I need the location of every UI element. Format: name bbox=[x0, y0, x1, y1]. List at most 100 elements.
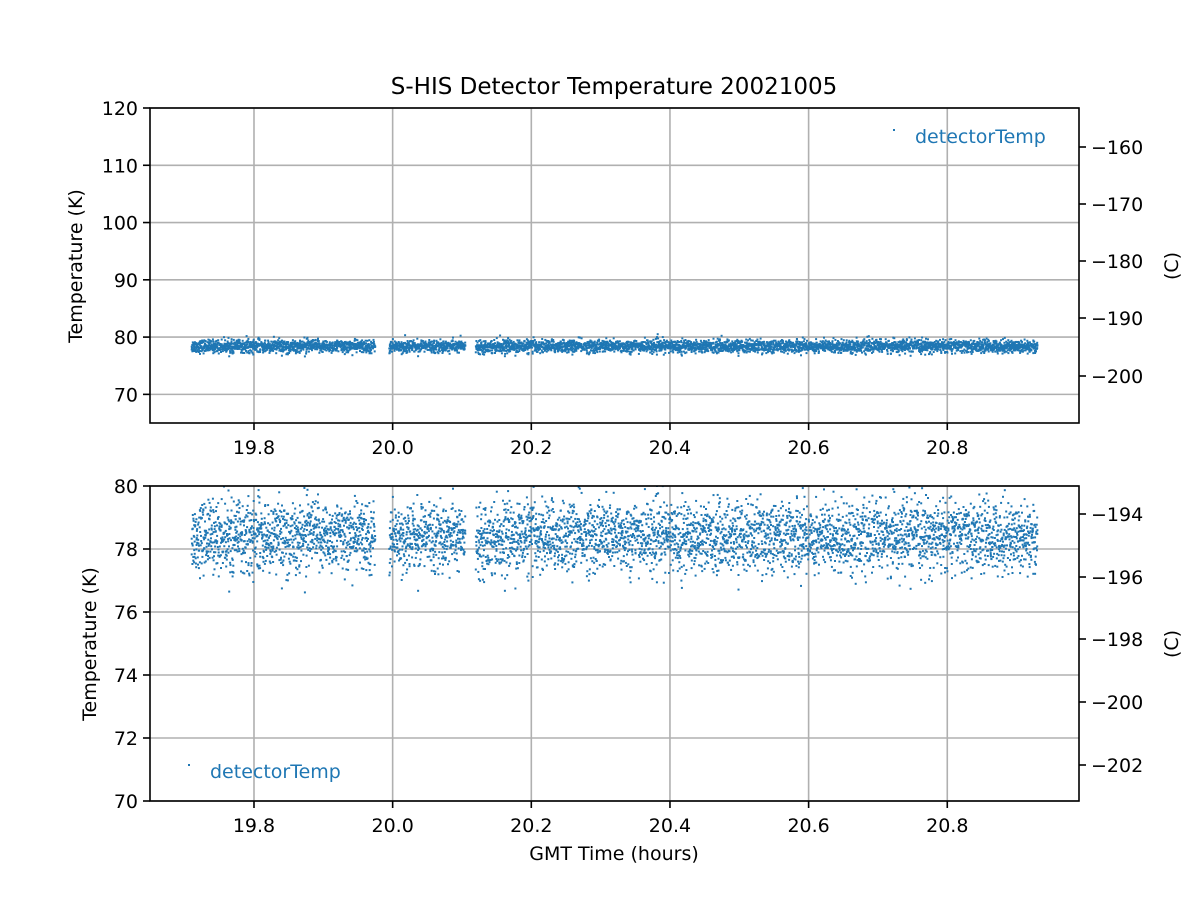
data-point bbox=[942, 338, 945, 341]
data-point bbox=[494, 344, 497, 347]
data-point bbox=[199, 340, 202, 343]
data-point bbox=[852, 341, 855, 344]
data-point bbox=[834, 351, 836, 354]
data-point bbox=[511, 347, 514, 350]
data-point bbox=[994, 346, 997, 349]
data-point bbox=[202, 352, 205, 355]
data-point bbox=[1017, 347, 1020, 350]
data-point bbox=[973, 347, 976, 350]
data-point bbox=[1006, 341, 1009, 344]
data-point bbox=[247, 341, 250, 343]
data-point bbox=[737, 342, 740, 344]
data-point bbox=[757, 341, 760, 343]
data-point bbox=[527, 353, 530, 356]
data-point bbox=[441, 349, 443, 352]
data-point bbox=[860, 347, 863, 349]
data-point bbox=[643, 336, 646, 339]
data-point bbox=[264, 345, 267, 348]
data-point bbox=[832, 351, 835, 354]
data-point bbox=[931, 347, 934, 350]
data-point bbox=[356, 347, 359, 350]
data-point bbox=[526, 345, 529, 348]
data-point bbox=[433, 340, 436, 343]
data-point bbox=[802, 340, 805, 343]
data-point bbox=[670, 339, 673, 342]
data-point bbox=[657, 337, 660, 340]
data-point bbox=[290, 344, 293, 347]
data-point bbox=[411, 349, 414, 352]
data-point bbox=[642, 341, 645, 343]
data-point bbox=[526, 348, 529, 351]
data-point bbox=[750, 348, 753, 351]
data-point bbox=[881, 350, 884, 353]
data-point bbox=[529, 342, 532, 345]
data-point bbox=[924, 341, 927, 344]
data-point bbox=[359, 346, 362, 349]
data-point bbox=[220, 351, 222, 353]
data-point bbox=[622, 347, 624, 349]
data-point bbox=[852, 345, 855, 348]
data-point bbox=[971, 345, 974, 348]
data-point bbox=[1004, 350, 1007, 353]
data-point bbox=[709, 342, 712, 345]
data-point bbox=[880, 344, 883, 347]
data-point bbox=[686, 344, 689, 347]
data-point bbox=[418, 347, 421, 350]
data-point bbox=[506, 352, 509, 355]
data-point bbox=[699, 346, 702, 349]
data-point bbox=[368, 351, 371, 354]
data-point bbox=[902, 348, 905, 351]
data-point bbox=[277, 339, 280, 342]
series-detectorTemp bbox=[190, 333, 1039, 358]
data-point bbox=[558, 348, 560, 351]
data-point bbox=[286, 353, 289, 356]
data-point bbox=[286, 352, 289, 355]
data-point bbox=[588, 342, 591, 345]
data-point bbox=[639, 348, 642, 351]
data-point bbox=[430, 351, 433, 354]
data-point bbox=[426, 349, 429, 351]
data-point bbox=[408, 350, 411, 353]
data-point bbox=[359, 350, 361, 352]
data-point bbox=[325, 340, 328, 343]
data-point bbox=[650, 340, 653, 343]
data-point bbox=[516, 339, 519, 342]
data-point bbox=[957, 343, 960, 346]
data-point bbox=[627, 340, 630, 343]
data-point bbox=[688, 340, 691, 343]
data-point bbox=[228, 347, 230, 350]
data-point bbox=[532, 341, 535, 344]
data-point bbox=[240, 348, 243, 351]
data-point bbox=[987, 347, 989, 350]
data-point bbox=[543, 343, 546, 346]
data-point bbox=[798, 345, 801, 348]
data-point bbox=[569, 339, 572, 342]
data-point bbox=[757, 346, 760, 349]
data-point bbox=[920, 345, 923, 348]
data-point bbox=[1006, 349, 1009, 352]
data-point bbox=[559, 342, 562, 345]
data-point bbox=[311, 340, 314, 343]
data-point bbox=[488, 349, 491, 352]
data-point bbox=[210, 343, 213, 346]
data-point bbox=[847, 344, 850, 347]
data-point bbox=[440, 341, 443, 344]
data-point bbox=[995, 347, 998, 350]
data-point bbox=[843, 346, 846, 349]
data-point bbox=[886, 352, 889, 355]
data-point bbox=[778, 341, 781, 344]
data-point bbox=[829, 349, 832, 351]
data-point bbox=[856, 345, 859, 348]
data-point bbox=[934, 348, 937, 351]
data-point bbox=[742, 344, 745, 346]
data-point bbox=[730, 349, 733, 351]
data-point bbox=[620, 351, 623, 354]
data-point bbox=[275, 341, 278, 344]
data-point bbox=[855, 348, 858, 351]
data-point bbox=[884, 345, 887, 348]
data-point bbox=[424, 344, 427, 347]
data-point bbox=[487, 346, 490, 349]
data-point bbox=[1024, 342, 1027, 345]
data-point bbox=[502, 348, 505, 351]
data-point bbox=[655, 350, 658, 353]
